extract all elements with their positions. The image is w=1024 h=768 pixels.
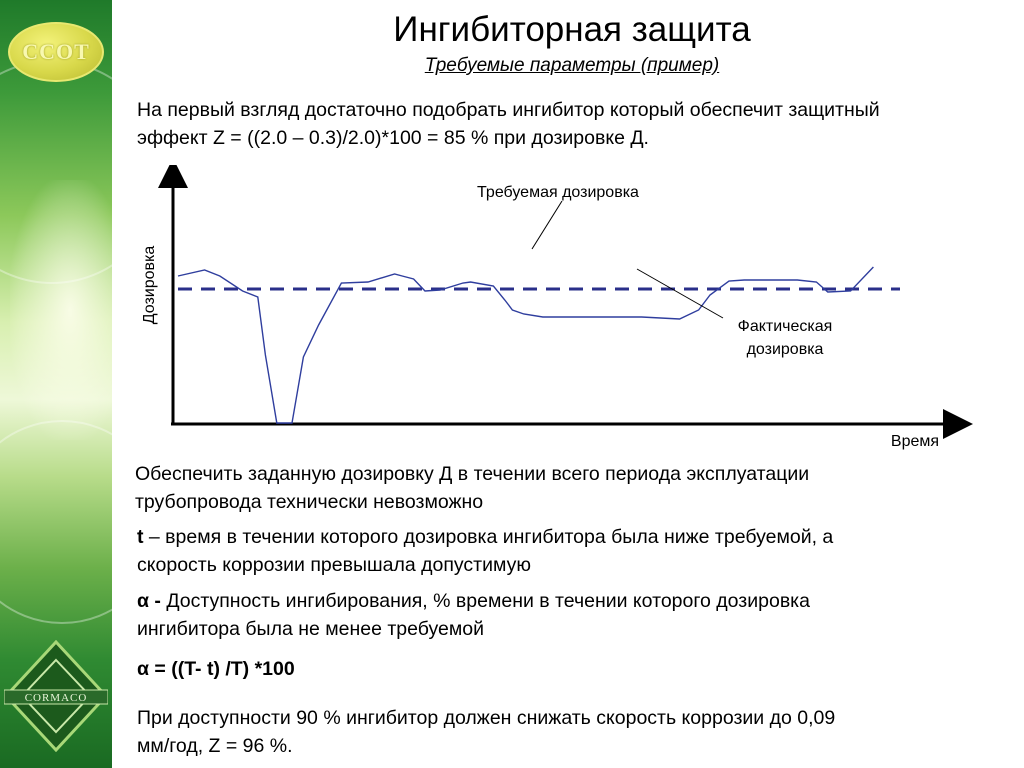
term-alpha: α - [137, 590, 161, 612]
sidebar-arc [0, 60, 112, 284]
actual-annotation-line1: Фактическая [738, 318, 833, 335]
required-annotation-leader [531, 200, 563, 250]
term-t: t [137, 526, 144, 548]
required-annotation: Требуемая дозировка [477, 184, 639, 201]
intro-line: эффект Z = ((2.0 – 0.3)/2.0)*100 = 85 % … [137, 127, 649, 149]
paragraph-line: α - Доступность ингибирования, % времени… [137, 587, 997, 615]
cormaco-logo: CORMACO [4, 640, 108, 752]
paragraph-line: При доступности 90 % ингибитор должен сн… [137, 707, 836, 729]
page-subtitle: Требуемые параметры (пример) [424, 55, 720, 76]
y-axis-label: Дозировка [141, 246, 158, 325]
dosage-chart: Дозировка Время Требуемая дозировка Факт… [141, 165, 973, 450]
alpha-definition: α - Доступность ингибирования, % времени… [137, 587, 997, 643]
company-logo-top: ССОТ [8, 22, 104, 82]
paragraph-line: t – время в течении которого дозировка и… [137, 523, 997, 551]
intro-line: На первый взгляд достаточно подобрать ин… [137, 99, 880, 121]
definition-text: – время в течении которого дозировка инг… [143, 526, 834, 548]
actual-annotation-leader [636, 268, 724, 319]
cormaco-logo-text: CORMACO [25, 692, 88, 704]
paragraph-line: Обеспечить заданную дозировку Д в течени… [135, 463, 810, 485]
actual-annotation-line2: дозировка [747, 341, 824, 358]
paragraph-line: ингибитора была не менее требуемой [137, 618, 485, 640]
alpha-formula: α = ((T- t) /T) *100 [137, 658, 295, 680]
company-logo-text: ССОТ [22, 39, 90, 64]
x-axis-label: Время [891, 433, 939, 450]
sidebar-arc [0, 420, 112, 624]
page-title: Ингибиторная защита [393, 10, 751, 49]
paragraph-line: скорость коррозии превышала допустимую [137, 554, 531, 576]
intro-paragraph: На первый взгляд достаточно подобрать ин… [137, 96, 1012, 152]
paragraph-line: мм/год, Z = 96 %. [137, 735, 293, 757]
feasibility-paragraph: Обеспечить заданную дозировку Д в течени… [135, 460, 995, 516]
conclusion-paragraph: При доступности 90 % ингибитор должен сн… [137, 704, 997, 760]
paragraph-line: трубопровода технически невозможно [135, 491, 484, 513]
definition-text: Доступность ингибирования, % времени в т… [160, 590, 810, 612]
t-definition: t – время в течении которого дозировка и… [137, 523, 997, 579]
decorative-sidebar: ССОТ CORMACO [0, 0, 112, 768]
actual-dosage-series [177, 266, 874, 424]
